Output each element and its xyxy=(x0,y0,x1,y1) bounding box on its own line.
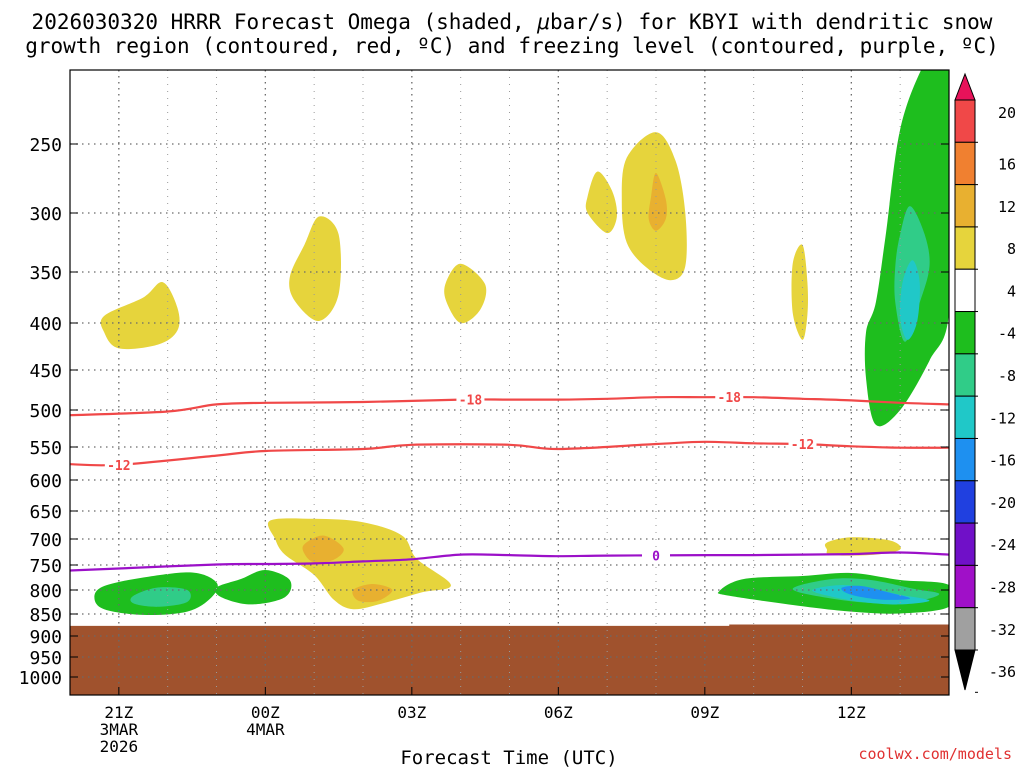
contour-label-bg-freezing_0-0 xyxy=(642,547,670,563)
contour-label-bg-dgz_minus12-0 xyxy=(104,456,133,472)
y-tick-label-900: 900 xyxy=(29,627,62,648)
colorbar-box-2 xyxy=(954,184,976,228)
colorbar-label-8: -16 xyxy=(989,452,1016,470)
y-tick-label-500: 500 xyxy=(29,401,62,422)
credit-text: coolwx.com/models xyxy=(858,745,1012,763)
y-axis: 2503003504004505005506006507007508008509… xyxy=(19,135,949,689)
contour-label-dgz_minus18-0: -18 xyxy=(459,394,483,409)
contour-label-freezing_0-0: 0 xyxy=(652,549,660,564)
contour-label-dgz_minus18-1: -18 xyxy=(718,391,742,406)
colorbar-box-9 xyxy=(954,480,976,524)
x-tick-label-3-0: 00Z xyxy=(251,703,280,722)
contour-label-bg-dgz_minus18-0 xyxy=(456,391,485,407)
y-tick-label-850: 850 xyxy=(29,605,62,626)
colorbar-box-7 xyxy=(954,395,976,439)
contour-dgz_minus12 xyxy=(70,440,949,467)
colorbar-box-12 xyxy=(954,607,976,651)
colorbar-bottom-arrow xyxy=(954,649,976,691)
y-tick-label-650: 650 xyxy=(29,502,62,523)
colorbar-label-11: -28 xyxy=(989,579,1016,597)
colorbar-label-7: -12 xyxy=(989,409,1016,427)
colorbar-box-6 xyxy=(954,353,976,397)
colorbar-label-4: 4 xyxy=(1007,282,1016,300)
x-axis-label: Forecast Time (UTC) xyxy=(400,747,617,768)
colorbar-label-5: -4 xyxy=(998,325,1016,343)
contour-dgz_minus18 xyxy=(70,395,949,417)
omega-shading xyxy=(94,70,949,615)
y-tick-label-550: 550 xyxy=(29,438,62,459)
colorbar-box-1 xyxy=(954,141,976,186)
chart-title-line2: growth region (contoured, red, ºC) and f… xyxy=(25,34,999,58)
colorbar-box-0 xyxy=(954,99,976,143)
contour-freezing_0 xyxy=(70,551,949,572)
colorbar-label-3: 8 xyxy=(1007,240,1016,258)
contour-label-bg-dgz_minus12-1 xyxy=(788,436,817,452)
omega-region-ascent-5 xyxy=(648,172,667,231)
colorbar-label-2: 12 xyxy=(998,198,1016,216)
y-tick-label-950: 950 xyxy=(29,648,62,669)
below-ground-layer xyxy=(70,624,949,695)
x-tick-label-0-2: 2026 xyxy=(100,737,139,756)
colorbar-label-1: 16 xyxy=(998,156,1016,174)
x-tick-label-12-0: 09Z xyxy=(690,703,719,722)
contour-label-dgz_minus12-1: -12 xyxy=(791,438,814,453)
colorbar-label-0: 20 xyxy=(998,104,1016,122)
y-tick-label-750: 750 xyxy=(29,556,62,577)
omega-region-ascent-3 xyxy=(585,171,618,234)
contour-label-bg-dgz_minus18-1 xyxy=(715,389,744,405)
y-tick-label-250: 250 xyxy=(29,135,62,156)
y-tick-label-800: 800 xyxy=(29,581,62,602)
omega-region-ascent-8 xyxy=(302,535,344,563)
colorbar: 20 16 12 8 4 -4 -8 -12 -16 -20 -24 -28 -32 -36 xyxy=(954,72,1016,693)
omega-region-ascent-9 xyxy=(352,584,393,603)
omega-region-ascent-0 xyxy=(100,282,180,350)
colorbar-box-3 xyxy=(954,226,976,270)
y-tick-label-600: 600 xyxy=(29,471,62,492)
y-tick-label-450: 450 xyxy=(29,361,62,382)
colorbar-box-5 xyxy=(954,311,976,355)
omega-region-ascent-6 xyxy=(791,244,808,340)
chart-title-line1: 2026030320 HRRR Forecast Omega (shaded, … xyxy=(32,10,993,34)
colorbar-label-10: -24 xyxy=(989,536,1016,554)
omega-region-descent-12 xyxy=(130,587,191,607)
omega-region-ascent-1 xyxy=(289,216,341,322)
colorbar-label-6: -8 xyxy=(998,367,1016,385)
colorbar-label-9: -20 xyxy=(989,494,1016,512)
x-tick-label-0-0: 21Z xyxy=(104,703,133,722)
omega-region-descent-17 xyxy=(841,585,911,600)
y-tick-label-300: 300 xyxy=(29,204,62,225)
x-tick-label-3-1: 4MAR xyxy=(246,720,285,739)
colorbar-label-13: -36 xyxy=(989,663,1016,681)
ground-area xyxy=(70,624,949,695)
omega-region-descent-13 xyxy=(215,569,292,605)
x-tick-label-9-0: 06Z xyxy=(544,703,573,722)
colorbar-box-10 xyxy=(954,522,976,566)
contour-lines: -18 -18 -12 -12 0 xyxy=(70,389,949,572)
colorbar-top-arrow xyxy=(954,72,976,101)
x-tick-label-15-0: 12Z xyxy=(837,703,866,722)
omega-region-ascent-10 xyxy=(824,537,901,556)
y-tick-label-700: 700 xyxy=(29,530,62,551)
omega-region-descent-20 xyxy=(899,260,920,340)
colorbar-box-8 xyxy=(954,437,976,482)
y-tick-label-1000: 1000 xyxy=(19,668,62,689)
x-tick-label-6-0: 03Z xyxy=(397,703,426,722)
plot-frame xyxy=(69,69,950,696)
y-tick-label-400: 400 xyxy=(29,314,62,335)
omega-region-ascent-2 xyxy=(444,263,487,324)
colorbar-label-12: -32 xyxy=(989,621,1016,639)
colorbar-box-11 xyxy=(954,564,976,609)
x-tick-label-0-1: 3MAR xyxy=(100,720,139,739)
contour-label-dgz_minus12-0: -12 xyxy=(107,459,130,474)
y-tick-label-350: 350 xyxy=(29,263,62,284)
colorbar-box-4 xyxy=(954,268,976,313)
